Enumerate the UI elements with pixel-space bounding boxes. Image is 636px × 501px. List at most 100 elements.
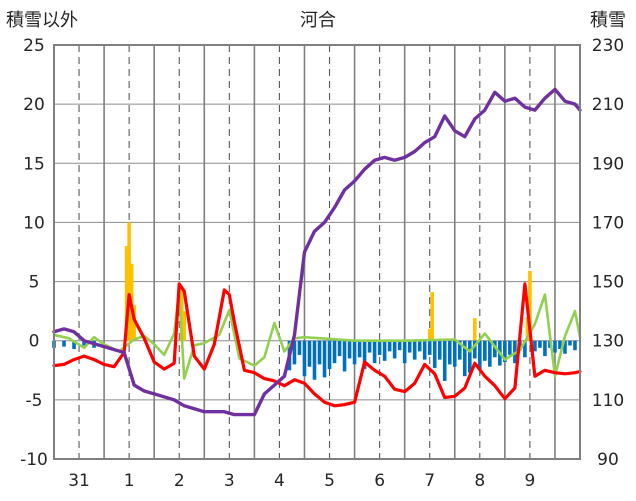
snow_decrease-bar [347, 340, 352, 359]
x-tick-label: 2 [174, 471, 185, 491]
y-left-tick-label: 15 [23, 154, 45, 174]
snow_decrease-bar [292, 340, 297, 365]
x-tick-label: 8 [474, 471, 485, 491]
snow_decrease-bar [452, 340, 457, 367]
snow_decrease-bar [62, 340, 66, 347]
snow_decrease-bar [377, 340, 382, 355]
y-right-tick-label: 130 [592, 332, 624, 352]
snow_decrease-bar [563, 340, 567, 354]
y-right-tick-label: 90 [597, 450, 619, 470]
y-right-tick-label: 230 [592, 36, 624, 56]
snow_decrease-bar [422, 340, 427, 360]
snow_depth-line [52, 87, 582, 417]
x-tick-label: 1 [124, 471, 135, 491]
ylabel-left: 積雪以外 [6, 10, 78, 31]
snow_decrease-bar [457, 340, 462, 360]
snow_decrease-bar [442, 340, 447, 381]
snow_decrease-bar [327, 340, 332, 370]
precipitation-bar [127, 222, 131, 341]
snow_decrease-bar [553, 340, 557, 353]
snow_decrease-bar [432, 340, 437, 368]
snow_decrease-bar [412, 340, 417, 360]
y-left-tick-label: 10 [23, 213, 45, 233]
snow_decrease-bar [417, 340, 422, 352]
x-tick-label: 6 [374, 471, 385, 491]
snow_decrease-bar [558, 340, 562, 349]
snow_decrease-bar [82, 340, 86, 346]
y-left-tick-label: 20 [23, 95, 45, 115]
snow_decrease-bar [302, 340, 307, 377]
snow_decrease-bar [473, 340, 477, 359]
x-tick-label: 3 [224, 471, 235, 491]
snow_decrease-bar [307, 340, 312, 367]
snow_decrease-bar [447, 340, 452, 365]
snow_decrease-bar [367, 340, 372, 353]
snow_decrease-bar [397, 340, 402, 351]
lines [52, 87, 582, 417]
snow_decrease-bar [392, 340, 397, 359]
precipitation-bar [430, 292, 435, 341]
snow_decrease-bar [523, 340, 527, 358]
snow_decrease-bar [297, 340, 302, 355]
y-left-tick-label: 5 [29, 273, 40, 293]
temperature-line [52, 282, 582, 408]
snow_decrease-bar [342, 340, 347, 372]
snow_decrease-bar [372, 340, 377, 364]
snow_decrease-bar [382, 340, 387, 361]
x-tick-label: 5 [324, 471, 335, 491]
snow_decrease-bar [352, 340, 357, 365]
y-axis-left: 25 20 15 10 5 0 -5 -10 [20, 36, 48, 470]
snow_decrease-bar [357, 340, 362, 358]
y-right-tick-label: 170 [592, 213, 624, 233]
x-axis: 31 1 2 3 4 5 6 7 8 9 [68, 471, 535, 491]
y-left-tick-label: -5 [26, 391, 43, 411]
snow_decrease-bar [332, 340, 337, 364]
snow_decrease-bar [462, 340, 467, 377]
x-tick-label: 31 [68, 471, 90, 491]
y-right-tick-label: 150 [592, 273, 624, 293]
snow_decrease-bar [478, 340, 482, 370]
snow_decrease-bar [508, 340, 512, 355]
precipitation-bar [473, 318, 477, 341]
y-right-tick-label: 190 [592, 154, 624, 174]
snow_decrease-bar [488, 340, 492, 367]
precipitation-bar [182, 311, 187, 341]
snow_decrease-bar [402, 340, 407, 364]
x-tick-label: 9 [524, 471, 535, 491]
snow_decrease-bar [72, 340, 76, 349]
snow_decrease-bar [493, 340, 497, 358]
snow_decrease-bar [387, 340, 392, 352]
precipitation-bar [427, 328, 432, 341]
snow_decrease-bar [568, 340, 572, 346]
snow_decrease-bar [573, 340, 577, 351]
chart-title: 河合 [300, 10, 336, 31]
snow_decrease-bar [483, 340, 487, 361]
x-tick-label: 7 [424, 471, 435, 491]
snow_decrease-bar [543, 340, 547, 357]
y-right-tick-label: 110 [592, 391, 624, 411]
snow_decrease-bar [322, 340, 327, 378]
y-axis-right: 230 210 190 170 150 130 110 90 [592, 36, 624, 470]
snow_decrease-bar [312, 340, 317, 380]
x-tick-label: 4 [274, 471, 285, 491]
snow_decrease-bar [362, 340, 367, 370]
snow_decrease-bar [407, 340, 412, 353]
y-left-tick-label: 25 [23, 36, 45, 56]
precipitation-bar [124, 246, 129, 341]
snow_decrease-bar [467, 340, 472, 373]
plot-frame [53, 44, 581, 460]
snow_decrease-bar [317, 340, 322, 365]
precipitation-bar [525, 317, 530, 341]
ylabel-right: 積雪 [590, 10, 626, 31]
precipitation-bar [132, 305, 136, 341]
snow_decrease-bar [437, 340, 442, 360]
y-right-tick-label: 210 [592, 95, 624, 115]
snow_decrease-bar [533, 340, 537, 352]
snow_decrease-bar [538, 340, 542, 348]
snow_decrease-bar [427, 340, 432, 355]
snow_decrease-bar [503, 340, 507, 363]
snow_decrease-bar [337, 340, 342, 357]
y-left-tick-label: 0 [29, 332, 40, 352]
precipitation-bar [528, 270, 532, 341]
